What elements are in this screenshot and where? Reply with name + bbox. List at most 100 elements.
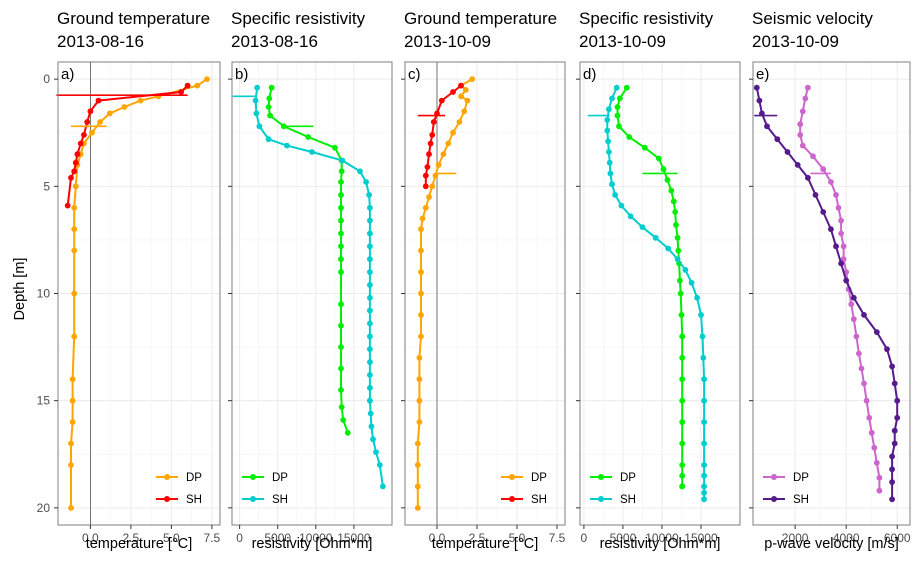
data-point-sh: [438, 97, 445, 104]
data-point-sh: [701, 397, 707, 404]
data-point-dp: [332, 144, 338, 151]
legend-item-sh: SH: [590, 494, 636, 506]
data-point-sh: [606, 106, 612, 113]
data-point-dp: [679, 440, 686, 447]
data-point-dp: [426, 194, 432, 200]
x-tick-label: 0: [236, 531, 243, 545]
data-point-dp: [616, 95, 623, 102]
legend-label: DP: [531, 472, 547, 484]
data-point-dp: [338, 179, 344, 185]
data-point-sh: [252, 97, 259, 104]
x-axis-label: p-wave velocity [m/s]: [764, 536, 899, 552]
data-point-dp: [679, 472, 686, 479]
data-point-sh: [84, 119, 91, 125]
data-point-dp: [338, 387, 344, 393]
data-point-sh: [367, 217, 373, 224]
data-point-dp: [445, 140, 452, 147]
data-point-dp: [435, 162, 442, 168]
data-point-sh: [889, 466, 895, 473]
legend-label: DP: [186, 472, 202, 484]
data-point-dp: [655, 155, 662, 162]
data-point-dp: [679, 462, 686, 468]
data-point-dp: [429, 183, 436, 190]
data-point-dp: [677, 290, 684, 297]
data-point-sh: [889, 496, 895, 503]
data-point-sh: [367, 410, 374, 417]
data-point-dp: [679, 354, 686, 361]
data-point-dp: [833, 192, 839, 198]
data-point-dp: [670, 198, 677, 205]
data-point-dp: [268, 84, 275, 91]
data-point-sh: [367, 294, 373, 301]
data-point-dp: [265, 104, 272, 110]
data-point-dp: [267, 112, 273, 119]
data-point-sh: [701, 489, 707, 496]
data-point-dp: [660, 166, 667, 173]
data-point-sh: [639, 224, 646, 231]
data-point-sh: [701, 440, 707, 447]
x-tick-label: 10000: [645, 531, 679, 545]
data-point-sh: [701, 462, 707, 468]
data-point-dp: [416, 397, 423, 404]
data-point-sh: [605, 138, 611, 145]
data-point-dp: [664, 177, 671, 183]
data-point-sh: [891, 440, 898, 447]
data-point-sh: [604, 117, 611, 123]
panel-date: 2013-10-09: [752, 32, 839, 51]
data-point-sh: [604, 127, 611, 134]
data-point-sh: [426, 151, 432, 158]
data-point-sh: [607, 170, 614, 177]
data-point-dp: [338, 168, 345, 175]
y-tick-label: 5: [43, 179, 50, 193]
data-point-dp: [876, 474, 883, 481]
legend-label: DP: [793, 472, 809, 484]
data-point-sh: [367, 359, 373, 365]
data-point-dp: [840, 256, 847, 263]
data-point-dp: [416, 419, 423, 425]
data-point-dp: [674, 234, 681, 241]
panel-date: 2013-10-09: [404, 32, 491, 51]
data-point-sh: [609, 181, 615, 188]
data-point-dp: [106, 110, 113, 117]
data-point-sh: [72, 159, 79, 166]
x-tick-label: 0.0: [82, 531, 99, 545]
data-point-dp: [338, 301, 344, 308]
data-point-dp: [871, 444, 878, 451]
data-point-sh: [889, 479, 895, 485]
data-point-sh: [429, 132, 436, 138]
legend-item-dp: DP: [156, 472, 202, 484]
data-point-dp: [853, 333, 860, 340]
legend-item-sh: SH: [501, 494, 547, 506]
data-point-dp: [799, 142, 806, 149]
data-point-sh: [861, 312, 867, 318]
data-point-dp: [672, 209, 679, 215]
x-tick-label: 2000: [782, 531, 809, 545]
panel-title: Ground temperature: [57, 9, 210, 28]
data-point-sh: [450, 89, 456, 95]
x-tick-label: 15000: [684, 531, 718, 545]
data-point-sh: [701, 419, 707, 425]
data-point-sh: [889, 363, 895, 370]
data-point-dp: [861, 380, 867, 387]
x-tick-label: 10000: [299, 531, 333, 545]
panel-label: a): [61, 66, 74, 83]
data-point-dp: [679, 376, 686, 383]
data-point-dp: [440, 151, 447, 158]
legend-label: DP: [620, 472, 636, 484]
data-point-dp: [338, 243, 344, 250]
data-point-dp: [848, 301, 855, 308]
data-point-sh: [843, 277, 850, 284]
legend-marker: [509, 496, 515, 502]
data-point-sh: [606, 149, 612, 155]
x-tick-label: 5000: [264, 531, 291, 545]
data-point-dp: [623, 84, 630, 91]
data-point-dp: [204, 76, 210, 82]
data-point-dp: [679, 397, 686, 404]
data-point-dp: [679, 419, 686, 425]
panel-4: Specific resistivity 2013-10-09 d) 0 5000 100…: [576, 9, 741, 552]
data-point-dp: [626, 134, 633, 140]
panel-label: b): [235, 66, 248, 83]
data-point-dp: [810, 153, 816, 160]
data-point-sh: [838, 260, 844, 267]
